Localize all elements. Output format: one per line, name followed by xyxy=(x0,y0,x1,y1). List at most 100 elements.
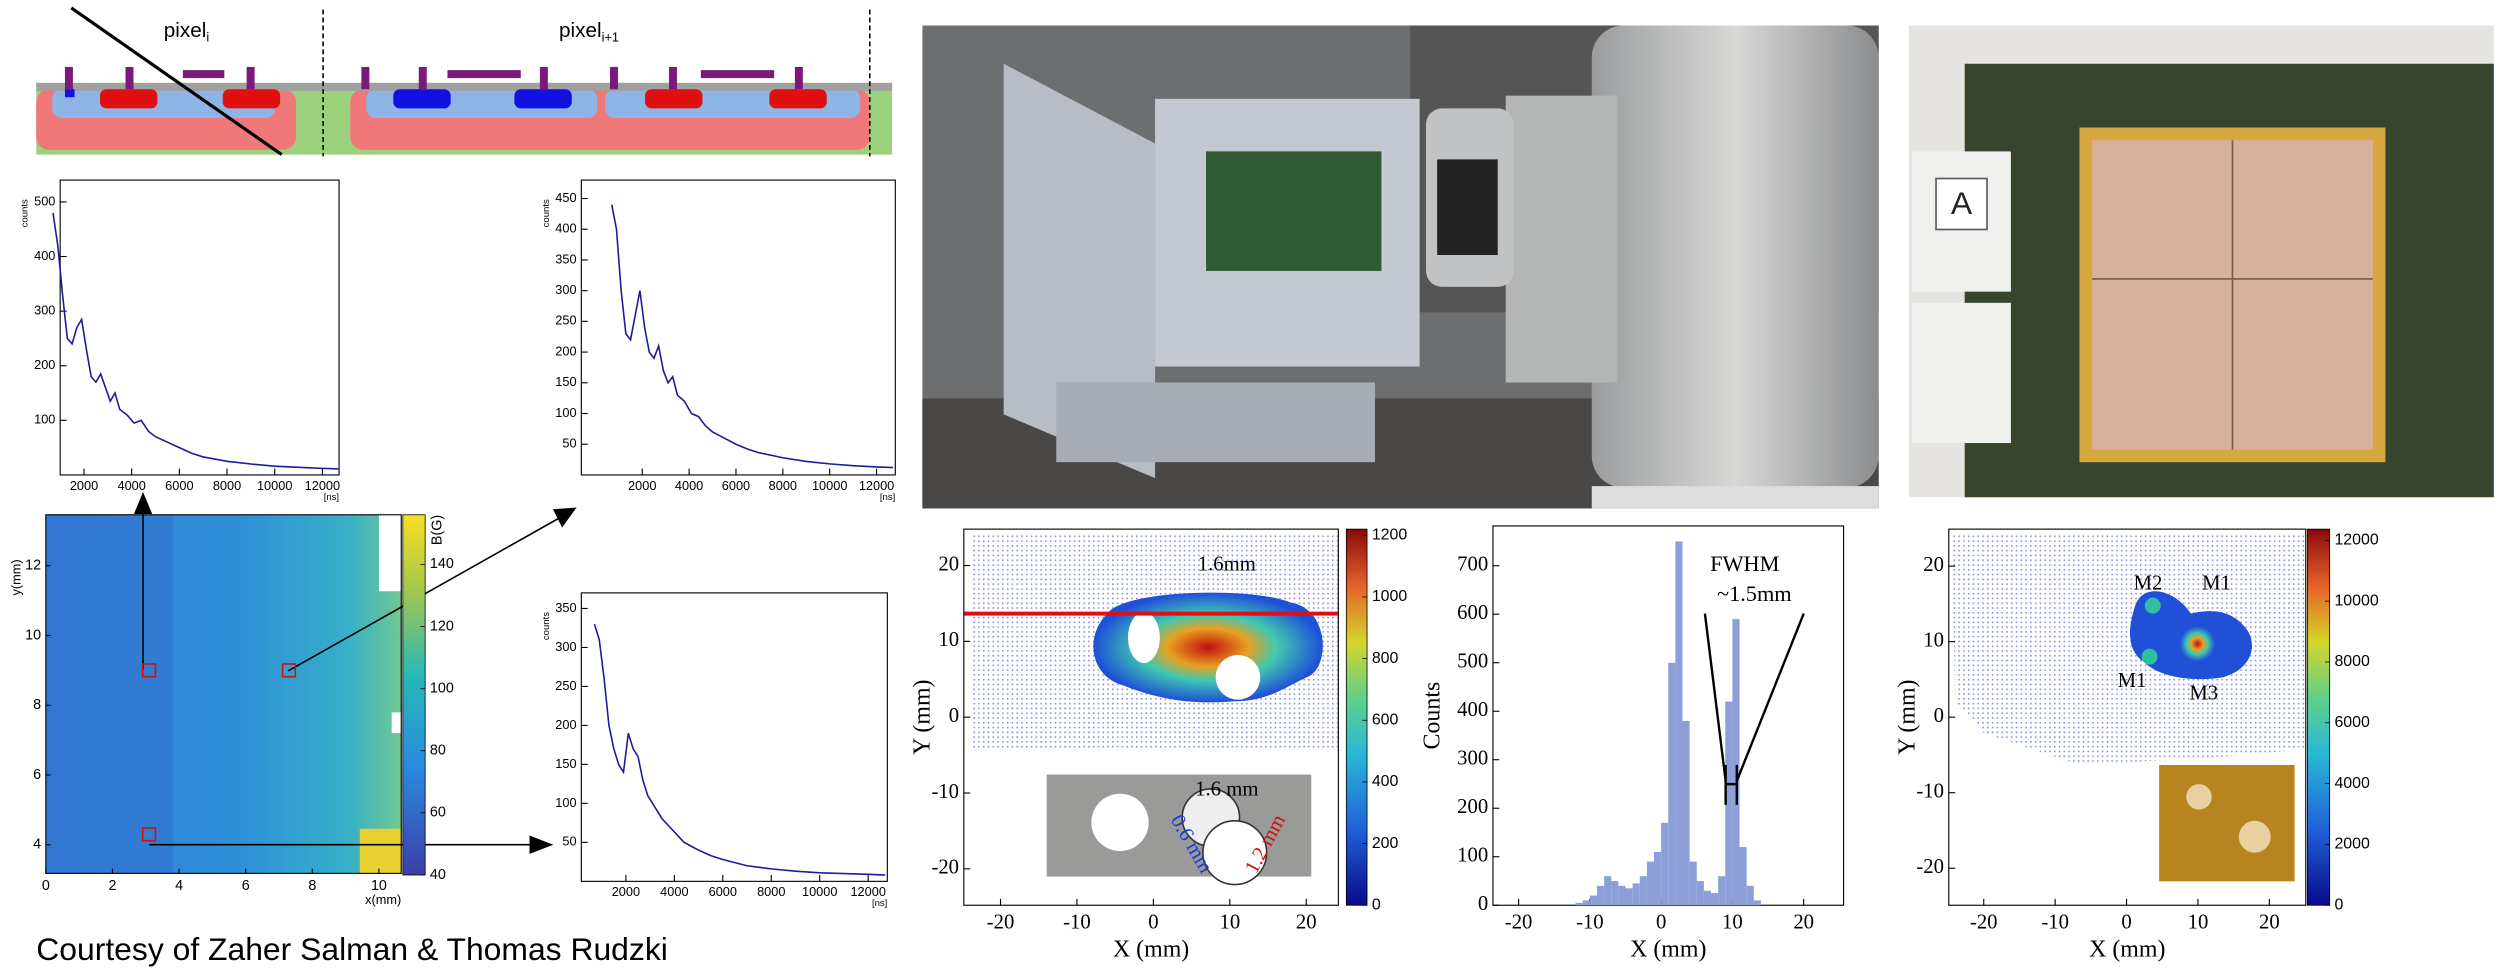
colorbar-tick-label: 140 xyxy=(430,556,454,572)
implants xyxy=(100,89,827,109)
x-tick-label: -10 xyxy=(1576,912,1604,934)
x-tick-label: 12000 xyxy=(850,884,885,899)
colorbar-tick-label: 100 xyxy=(430,680,454,696)
y-axis-label: Y (mm) xyxy=(1894,679,1920,754)
fwhm-lines xyxy=(1703,613,1805,805)
y-tick-label: -10 xyxy=(931,781,959,803)
colorbar-tick-label: 40 xyxy=(430,867,446,883)
x-tick-label: 20 xyxy=(1793,912,1814,934)
x-tick-label: 12000 xyxy=(859,478,894,493)
region-marker xyxy=(141,663,157,678)
y-tick-label: 100 xyxy=(555,405,576,420)
x-tick-label: 4000 xyxy=(675,478,703,493)
y-tick-label: 200 xyxy=(34,357,55,372)
y-tick-label: 300 xyxy=(555,639,576,654)
caption: Courtesy of Zaher Salman & Thomas Rudzki xyxy=(36,931,668,967)
bar xyxy=(1718,876,1726,906)
x-tick-label: 10 xyxy=(1722,912,1743,934)
colorbar: 40 60 80 100 120 140 B(G) xyxy=(402,514,454,883)
x-tick-label: -10 xyxy=(1063,912,1091,934)
colorbar-tick-label: 120 xyxy=(430,618,454,634)
x-tick-label: -20 xyxy=(1505,912,1533,934)
annotation: ~1.5mm xyxy=(1717,581,1792,606)
bar xyxy=(1711,893,1719,906)
y-tick-label: 6 xyxy=(33,767,41,783)
y-axis-label: counts xyxy=(541,199,552,227)
x-tick-label: 4000 xyxy=(117,478,145,493)
colorbar-tick-label: 10000 xyxy=(2334,592,2378,609)
annotation: M1 xyxy=(2118,670,2147,692)
bar xyxy=(1668,662,1676,906)
colorbar-tick-label: 8000 xyxy=(2334,653,2370,670)
inset-hole xyxy=(1091,793,1149,852)
y-tick-label: 250 xyxy=(555,313,576,328)
bar xyxy=(1696,880,1704,906)
x-tick-label: 8000 xyxy=(769,478,797,493)
annotation: FWHM xyxy=(1710,551,1780,576)
y-tick-label: 450 xyxy=(555,190,576,205)
detector-photo: A xyxy=(1908,25,2494,498)
heatmap-gap xyxy=(391,712,402,734)
y-tick-label: 10 xyxy=(938,629,959,651)
y-tick-label: 300 xyxy=(1457,747,1488,769)
region-marker xyxy=(281,663,297,678)
bar xyxy=(1597,885,1605,906)
profile-image xyxy=(963,535,1339,886)
plot: -20 -10 0 10 20 -20 -10 0 10 20 X (mm) Y (mm) xyxy=(909,528,1339,962)
x-axis-label: [ns] xyxy=(324,492,339,503)
bar xyxy=(1611,880,1619,906)
x-axis-label: X (mm) xyxy=(1630,936,1706,962)
bar xyxy=(1689,861,1697,906)
plot-frame xyxy=(59,179,340,476)
contacts xyxy=(64,66,803,90)
colorbar-tick-label: 12000 xyxy=(2334,532,2378,549)
y-tick-label: -20 xyxy=(1916,856,1944,878)
colorbar-label: B(G) xyxy=(430,515,446,545)
plot: 2000 4000 6000 8000 10000 12000 50 100 150 200 250… xyxy=(541,179,896,503)
y-tick-label: 400 xyxy=(34,248,55,263)
implants xyxy=(64,89,572,109)
pixel-label: pixeli+1 xyxy=(559,19,619,44)
y-tick-label: 50 xyxy=(562,436,576,451)
connector xyxy=(1912,302,2011,444)
y-tick-label: 10 xyxy=(1923,629,1944,651)
y-tick-label: 600 xyxy=(1457,602,1488,624)
y-axis-label: Counts xyxy=(1419,682,1445,750)
y-tick-label: 150 xyxy=(555,756,576,771)
beam-pipe xyxy=(1505,95,1618,383)
x-tick-label: 0 xyxy=(2121,912,2131,934)
x-tick-label: 0 xyxy=(1148,912,1158,934)
x-tick-label: 6 xyxy=(242,878,250,894)
y-tick-label: 20 xyxy=(938,553,959,575)
y-tick-label: 350 xyxy=(555,251,576,266)
bar xyxy=(1575,902,1583,906)
photo-label: A xyxy=(1951,185,1973,221)
plot: -20 -10 0 10 20 -20 -10 0 10 20 X (mm) Y (mm) xyxy=(1894,528,2307,962)
pixel-label-sub: i xyxy=(206,30,209,45)
hot-spot xyxy=(2179,626,2215,662)
annotation: 1.6mm xyxy=(1198,554,1256,576)
x-axis-label: X (mm) xyxy=(1113,936,1189,962)
x-tick-label: 2000 xyxy=(70,478,98,493)
y-tick-label: 100 xyxy=(1457,844,1488,866)
y-axis-label: counts xyxy=(541,612,552,640)
y-tick-label: 200 xyxy=(555,717,576,732)
x-tick-label: 2000 xyxy=(628,478,656,493)
y-tick-label: 500 xyxy=(34,193,55,208)
plot-frame xyxy=(580,592,888,882)
plot: 2000 4000 6000 8000 10000 12000 100 200 300 400 50… xyxy=(20,179,340,503)
bar xyxy=(1625,888,1633,906)
bar xyxy=(1732,619,1740,906)
bar xyxy=(1682,720,1690,906)
colorbar-tick-label: 2000 xyxy=(2334,836,2370,853)
x-tick-label: 8000 xyxy=(213,478,241,493)
x-tick-label: 4000 xyxy=(660,884,688,899)
bar xyxy=(1703,890,1712,906)
data-line xyxy=(52,212,340,470)
profile3-image xyxy=(1951,535,2306,882)
annotation: M2 xyxy=(2134,573,2163,595)
x-tick-label: -20 xyxy=(987,912,1015,934)
colorbar-tick-label: 0 xyxy=(1372,896,1381,913)
photo-edge xyxy=(1591,486,1879,509)
